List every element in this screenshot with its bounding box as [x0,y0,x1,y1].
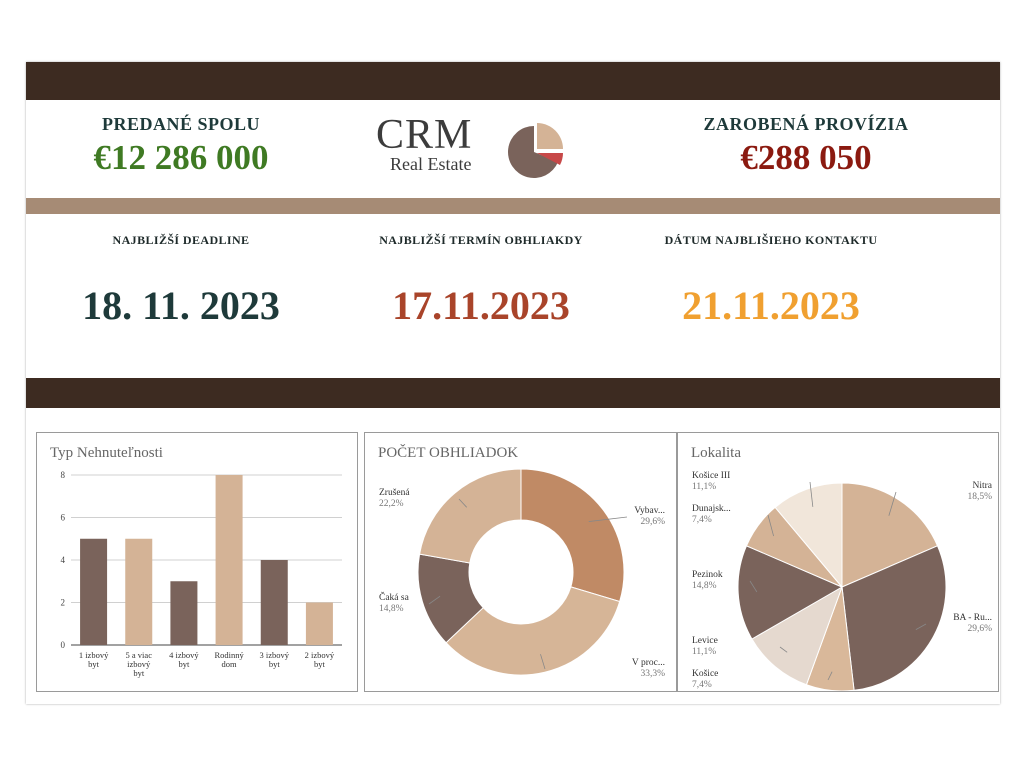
slice-pct: 7,4% [692,680,712,690]
leader-line [915,623,927,630]
slice-4 [737,545,844,640]
leader-line [809,481,814,507]
logo-sub-text: Real Estate [390,154,472,174]
x-tick-label: 1 izbový byt [79,650,109,669]
y-tick-label: 8 [61,470,66,480]
bar-3 [215,475,243,645]
x-tick-label: Rodinný dom [214,650,244,669]
location-title: Lokalita [691,445,741,461]
x-tick-label: 2 izbový byt [305,650,335,669]
slice-pct: 18,5% [967,492,992,502]
leader-line [888,491,897,516]
slice-label: Vybav... [634,506,665,516]
bar-1 [125,538,153,645]
slice-3 [751,585,843,686]
property-type-panel: Typ Nehnuteľnosti 0 2 4 6 8 1 izbový byt 5 a vi… [36,432,358,692]
slice-pct: 29,6% [640,517,665,527]
pie-logo-icon [508,123,563,178]
leader-line [767,514,774,537]
slice-label: Nitra [972,481,992,491]
leader-line [749,580,758,593]
deadline-label: NAJBLIŽŠÍ DEADLINE [112,233,250,247]
leader-line [588,516,628,522]
viewing-label: NAJBLIŽŠÍ TERMÍN OBHLIAKDY [379,233,583,247]
bottom-dark-band [26,378,1000,408]
bar-4 [260,560,288,645]
bar-0 [80,538,108,645]
leader-line [540,654,546,670]
bar-5 [305,602,333,645]
slice-pct: 22,2% [379,499,404,509]
x-tick-label: 4 izbový byt [169,650,199,669]
viewings-title: POČET OBHLIADOK [378,445,519,461]
slice-label: Levice [692,636,718,646]
leader-line [779,646,788,653]
deadline-value: 18. 11. 2023 [82,283,280,328]
slice-pct: 29,6% [967,624,992,634]
slice-1 [841,545,947,691]
leader-line [428,595,441,605]
slice-label: V proc... [632,658,665,668]
bar-2 [170,581,198,645]
slice-label: Zrušená [379,488,410,498]
logo-main-text: CRM [376,112,473,158]
slice-label: Dunajsk... [692,504,731,514]
leader-line [827,671,833,681]
property-type-bar-chart: 0 2 4 6 8 1 izbový byt 5 a viac izbový byt 4 izbov… [61,470,342,678]
commission-value: €288 050 [740,138,872,177]
leader-line [458,498,468,508]
slice-pct: 33,3% [640,669,665,679]
slice-0 [841,482,939,588]
slice-label: Košice [692,669,718,679]
y-tick-label: 2 [61,598,66,608]
commission-label: ZAROBENÁ PROVÍZIA [703,114,909,134]
sold-total-value: €12 286 000 [93,138,269,177]
slice-pct: 14,8% [379,604,404,614]
slice-label: BA - Ru... [953,613,992,623]
sold-total-label: PREDANÉ SPOLU [101,114,260,134]
x-tick-label: 3 izbový byt [259,650,289,669]
crm-logo: CRM Real Estate [376,112,576,192]
contact-value: 21.11.2023 [682,283,860,328]
viewing-value: 17.11.2023 [392,283,570,328]
dashboard-sheet: PREDANÉ SPOLU €12 286 000 CRM Real Estat… [26,62,1000,704]
slice-pct: 11,1% [692,482,716,492]
slice-label: Pezinok [692,570,723,580]
slice-label: Čaká sa [379,591,410,603]
slice-3 [418,468,522,564]
viewings-panel: POČET OBHLIADOK Vybav... 29,6% V proc... 33… [364,432,677,692]
middle-tan-band [26,198,1000,214]
slice-pct: 7,4% [692,515,712,525]
y-tick-label: 6 [61,513,66,523]
property-type-title: Typ Nehnuteľnosti [50,445,163,461]
slice-pct: 14,8% [692,581,717,591]
location-panel: Lokalita Nitra 18,5% BA - Ru... 29,6% Košice… [677,432,999,692]
slice-6 [774,482,843,589]
slice-0 [520,468,625,603]
slice-1 [445,586,621,676]
x-tick-label: 5 a viac izbový byt [126,650,153,678]
contact-label: DÁTUM NAJBLIŠIEHO KONTAKTU [664,233,878,247]
slice-pct: 11,1% [692,647,716,657]
y-tick-label: 4 [61,555,66,565]
top-dark-band [26,62,1000,100]
slice-label: Košice III [692,471,730,481]
y-tick-label: 0 [61,640,66,650]
